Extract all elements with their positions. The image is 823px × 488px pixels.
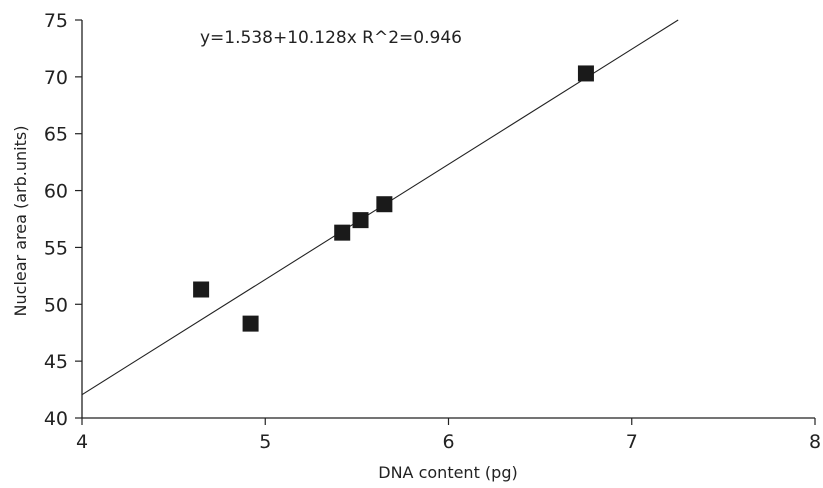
y-tick-label: 65 [44,124,68,146]
data-point [376,196,393,213]
y-tick-label: 45 [44,351,68,373]
regression-equation: y=1.538+10.128x R^2=0.946 [200,28,462,48]
data-point [193,281,210,298]
x-tick-label: 8 [809,431,821,453]
y-tick-label: 60 [44,181,68,203]
data-point [334,224,351,241]
x-tick-label: 6 [442,431,454,453]
data-point [242,315,259,332]
x-axis-ticks: 4 5 6 7 8 [76,418,821,453]
y-tick-label: 70 [44,67,68,89]
y-tick-label: 40 [44,408,68,430]
y-tick-label: 55 [44,237,68,259]
data-points [193,65,594,332]
y-tick-label: 50 [44,294,68,316]
data-point [577,65,594,82]
x-tick-label: 7 [626,431,638,453]
y-tick-label: 75 [44,10,68,32]
x-tick-label: 4 [76,431,88,453]
y-axis-label: Nuclear area (arb.units) [11,126,30,317]
data-point [352,212,369,229]
x-axis-label: DNA content (pg) [378,463,517,482]
y-axis-ticks: 40 45 50 55 60 65 70 75 [44,10,82,430]
x-tick-label: 5 [259,431,271,453]
